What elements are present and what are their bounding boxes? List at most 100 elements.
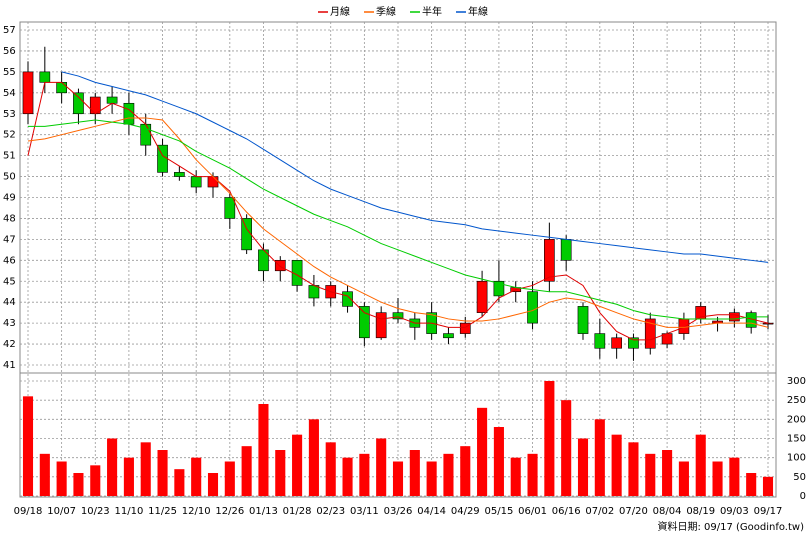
volume-bar — [712, 461, 723, 496]
footer: 資料日期: 09/17 (Goodinfo.tw) — [657, 520, 804, 533]
candle-body — [274, 260, 286, 272]
candle-body — [308, 285, 320, 299]
candle-body — [359, 306, 370, 339]
volume-bar — [695, 434, 706, 496]
x-tick-label: 12/10 — [182, 506, 211, 517]
volume-bar — [561, 400, 572, 496]
x-tick-label: 05/15 — [484, 506, 513, 517]
candle-body — [762, 322, 774, 325]
y-tick-label: 57 — [3, 25, 16, 36]
y-tick-label: 45 — [3, 276, 16, 287]
ma-line — [28, 119, 768, 320]
volume-bar — [359, 453, 370, 496]
volume-bar — [392, 461, 404, 496]
x-tick-label: 06/16 — [552, 506, 581, 517]
volume-bar — [376, 438, 387, 496]
x-tick-label: 11/25 — [148, 506, 177, 517]
y-tick-label: 44 — [3, 297, 16, 308]
volume-bar — [224, 461, 235, 496]
candle-body — [190, 176, 202, 188]
volume-bar — [678, 461, 689, 496]
x-tick-label: 02/23 — [316, 506, 345, 517]
volume-bar — [342, 457, 353, 496]
volume-bar — [460, 446, 471, 496]
volume-bar — [426, 461, 437, 496]
volume-bar — [544, 381, 555, 496]
volume-bar — [477, 407, 488, 496]
candle-body — [628, 337, 639, 349]
candle-body — [544, 239, 555, 282]
volume-bar — [39, 453, 50, 496]
volume-tick-label: 300 — [787, 376, 806, 387]
x-tick-label: 10/07 — [47, 506, 76, 517]
y-tick-label: 50 — [3, 172, 16, 183]
volume-bar — [628, 442, 639, 496]
y-tick-label: 46 — [3, 255, 16, 266]
y-tick-label: 41 — [3, 360, 16, 371]
candle-body — [476, 280, 488, 313]
y-tick-label: 42 — [3, 339, 16, 350]
candle-body — [56, 82, 67, 94]
x-tick-label: 04/14 — [417, 506, 446, 517]
candle-body — [241, 218, 252, 251]
volume-bar — [527, 453, 538, 496]
y-tick-label: 55 — [3, 67, 16, 78]
volume-bar — [409, 450, 420, 496]
volume-bar — [645, 453, 656, 496]
x-tick-label: 09/17 — [754, 506, 783, 517]
volume-bar — [73, 473, 84, 496]
x-tick-label: 11/10 — [114, 506, 143, 517]
volume-tick-label: 250 — [787, 395, 806, 406]
legend-label: 年線 — [468, 5, 488, 18]
candle-body — [39, 71, 51, 83]
y-tick-label: 53 — [3, 109, 16, 120]
candle-body — [342, 291, 353, 307]
ma-line — [27, 117, 769, 328]
x-tick-label: 01/28 — [283, 506, 312, 517]
volume-tick-label: 150 — [787, 434, 806, 445]
x-tick-label: 12/26 — [215, 506, 244, 517]
volume-bar — [308, 419, 319, 496]
legend-label: 半年 — [422, 5, 442, 18]
volume-bar — [90, 465, 101, 496]
candle-body — [207, 176, 219, 188]
candle-body — [443, 333, 454, 339]
x-tick-label: 10/23 — [81, 506, 110, 517]
y-tick-label: 51 — [3, 151, 16, 162]
volume-bar — [729, 457, 740, 496]
volume-tick-label: 0 — [800, 491, 806, 502]
volume-tick-label: 50 — [793, 472, 806, 483]
volume-tick-label: 100 — [787, 453, 806, 464]
volume-bar — [662, 450, 673, 496]
y-tick-label: 52 — [3, 130, 16, 141]
candle-body — [22, 71, 34, 115]
x-tick-label: 04/29 — [451, 506, 480, 517]
x-tick-label: 06/01 — [518, 506, 547, 517]
candle-body — [644, 318, 656, 349]
candle-body — [375, 312, 387, 339]
volume-bar — [174, 469, 185, 496]
candle-body — [611, 337, 622, 349]
x-tick-label: 08/19 — [686, 506, 715, 517]
candle-body — [594, 333, 606, 349]
candle-body — [577, 306, 589, 334]
volume-bar — [275, 450, 286, 496]
y-tick-label: 47 — [3, 234, 16, 245]
ma-line — [27, 81, 769, 341]
volume-bar — [191, 457, 202, 496]
x-tick-label: 07/20 — [619, 506, 648, 517]
y-tick-label: 56 — [3, 46, 16, 57]
volume-bar — [207, 473, 219, 496]
x-tick-label: 01/13 — [249, 506, 278, 517]
x-tick-label: 07/02 — [585, 506, 614, 517]
volume-bar — [577, 438, 589, 496]
x-tick-label: 09/03 — [720, 506, 749, 517]
legend-label: 季線 — [376, 5, 396, 18]
candle-body — [678, 318, 690, 334]
x-tick-label: 03/26 — [384, 506, 413, 517]
volume-bar — [746, 473, 757, 496]
volume-bar — [594, 419, 605, 496]
y-tick-label: 49 — [3, 193, 16, 204]
candle-body — [493, 280, 505, 297]
